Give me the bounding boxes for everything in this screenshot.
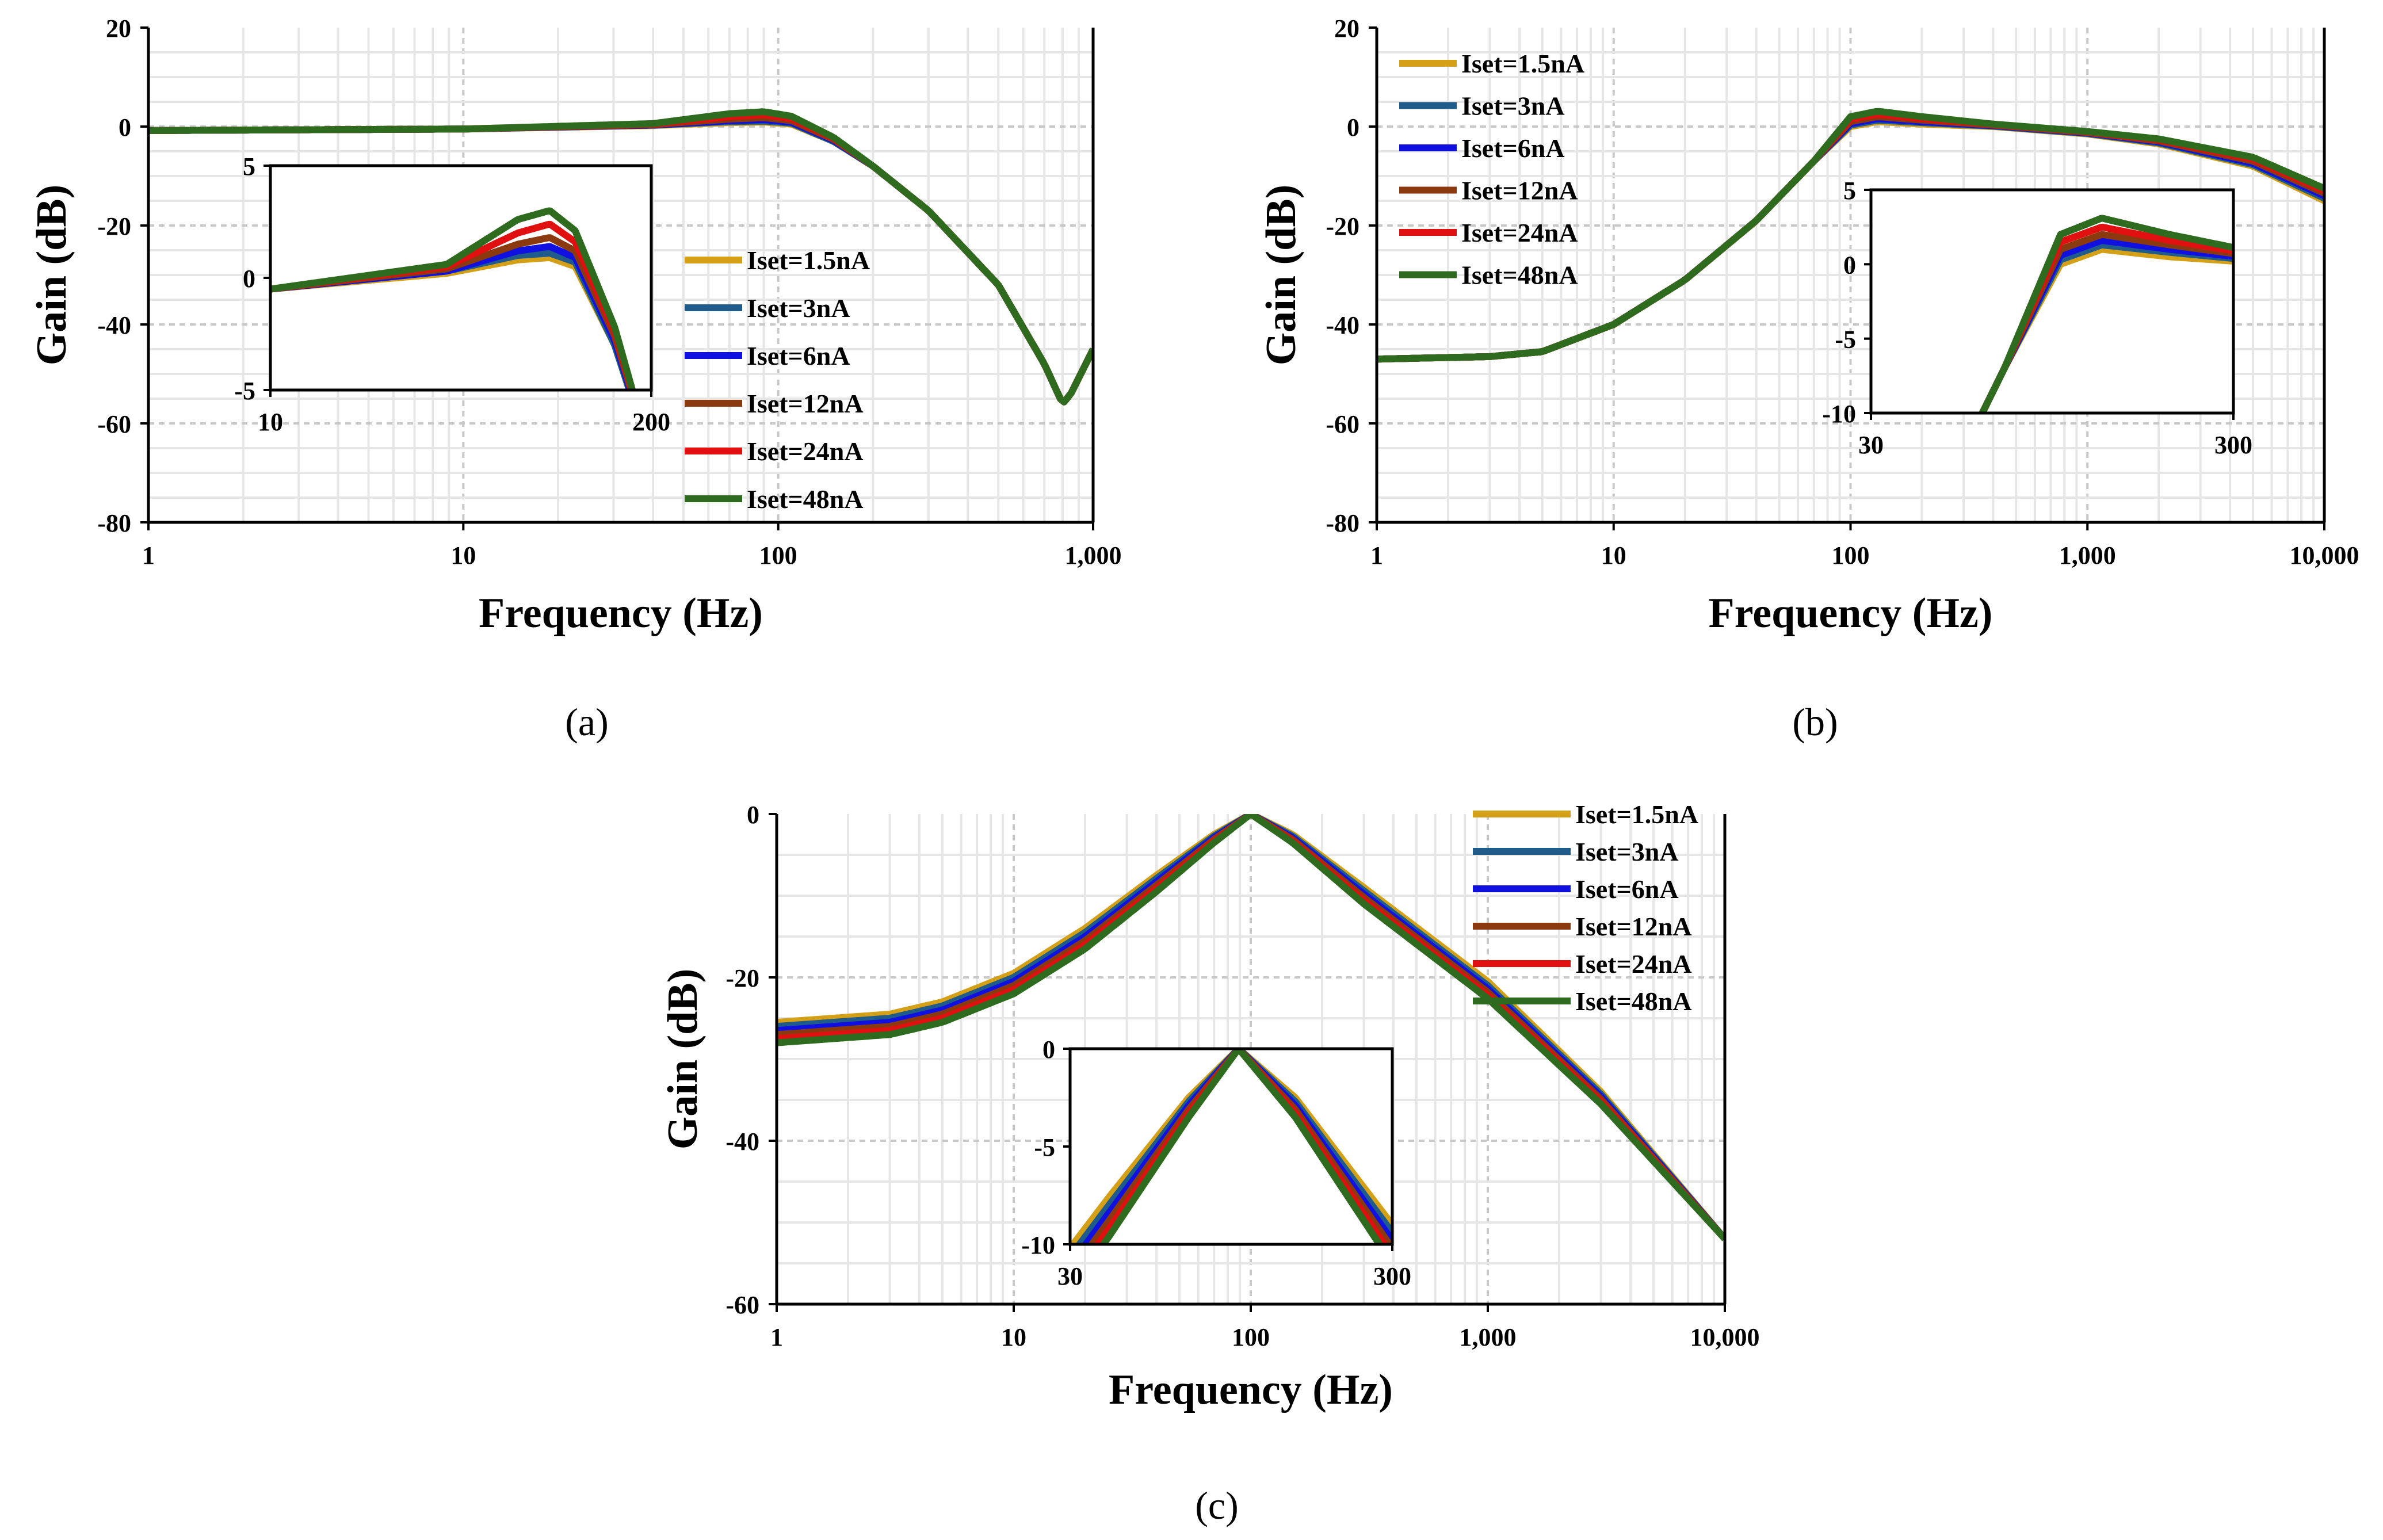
chart-a-x-axis-label: Frequency (Hz): [479, 590, 763, 637]
chart-a-inset-y-tick-label: 5: [243, 152, 255, 181]
chart-a-x-tick-label: 100: [759, 541, 797, 570]
chart-b-y-tick-label: 20: [1334, 14, 1359, 43]
chart-a-legend-label-6: Iset=48nA: [747, 484, 864, 514]
chart-c-inset-x-tick-label: 300: [1373, 1262, 1411, 1290]
chart-c-y-axis-label: Gain (dB): [659, 969, 707, 1150]
chart-c: 1 10 100 1,000 10,000 0 -20 -40 -60 Frequency (Hz…: [659, 800, 1760, 1413]
chart-c-y-tick-label: -40: [725, 1128, 759, 1156]
chart-c-y-tick-label: 0: [747, 801, 759, 829]
chart-c-x-tick-label: 1,000: [1460, 1323, 1517, 1351]
chart-b-inset-y-tick-label: -10: [1822, 400, 1856, 428]
chart-b-series-line-6: [1377, 108, 2324, 363]
chart-a-legend-label-5: Iset=24nA: [747, 437, 864, 466]
chart-c-legend-label-3: Iset=6nA: [1575, 874, 1679, 904]
chart-b-x-tick-label: 100: [1832, 541, 1870, 570]
chart-c-inset-series-line-6: [1099, 1049, 1384, 1244]
chart-c-y-tick-label: -20: [725, 964, 759, 992]
chart-c-x-tick-label: 1: [770, 1323, 783, 1351]
chart-b-inset-x-tick-label: 30: [1858, 431, 1884, 459]
chart-c-y-tick-label: -60: [725, 1291, 759, 1319]
chart-b-y-axis-label: Gain (dB): [1258, 185, 1305, 366]
chart-c-inset-x-tick-label: 30: [1057, 1262, 1083, 1290]
chart-a-series-line-6: [148, 108, 1093, 406]
chart-b-y-tick-label: -80: [1326, 509, 1359, 537]
chart-c-x-axis-label: Frequency (Hz): [1109, 1366, 1393, 1413]
chart-b-legend-label-1: Iset=1.5nA: [1461, 49, 1584, 78]
chart-c-legend-label-2: Iset=3nA: [1575, 837, 1679, 866]
panel-label-c: (c): [1195, 1484, 1238, 1527]
chart-c-legend-label-1: Iset=1.5nA: [1575, 800, 1698, 829]
chart-c-legend-label-5: Iset=24nA: [1575, 949, 1692, 979]
chart-a-x-tick-label: 1: [142, 541, 155, 570]
chart-b-x-tick-label: 10,000: [2290, 541, 2359, 570]
chart-a-y-tick-label: 0: [119, 113, 131, 142]
chart-b-y-tick-label: -20: [1326, 212, 1359, 240]
chart-a-legend-label-3: Iset=6nA: [747, 341, 850, 370]
chart-c-legend-label-6: Iset=48nA: [1575, 987, 1692, 1016]
chart-a-x-tick-label: 10: [450, 541, 476, 570]
chart-c-inset: 30 300 0 -5 -10: [1021, 1035, 1411, 1290]
chart-a-x-tick-label: 1,000: [1065, 541, 1122, 570]
chart-b-inset-x-tick-label: 300: [2214, 431, 2252, 459]
chart-b-y-tick-label: -40: [1326, 311, 1359, 339]
chart-a-legend: Iset=1.5nA Iset=3nA Iset=6nA Iset=12nA Iset=…: [685, 246, 870, 514]
chart-b-legend: Iset=1.5nA Iset=3nA Iset=6nA Iset=12nA Iset=…: [1399, 49, 1584, 290]
chart-c-series-line-6: [777, 814, 1725, 1241]
chart-a-y-tick-label: -80: [97, 509, 131, 537]
chart-b-x-tick-label: 10: [1601, 541, 1626, 570]
chart-a-legend-label-2: Iset=3nA: [747, 293, 850, 323]
chart-b-legend-label-6: Iset=48nA: [1461, 261, 1578, 290]
chart-c-inset-y-tick-label: 0: [1042, 1035, 1055, 1064]
chart-b-inset: 30 300 5 0 -5 -10: [1822, 177, 2252, 459]
chart-b-y-tick-label: -60: [1326, 410, 1359, 438]
chart-b-x-tick-label: 1: [1370, 541, 1383, 570]
chart-c-x-tick-label: 10: [1001, 1323, 1026, 1351]
chart-a-inset-y-tick-label: 0: [243, 265, 255, 293]
chart-b-x-tick-label: 1,000: [2059, 541, 2116, 570]
chart-b-y-tick-label: 0: [1347, 113, 1359, 142]
chart-a-inset-series-line-6: [270, 207, 636, 390]
chart-a-legend-label-4: Iset=12nA: [747, 389, 864, 418]
chart-c-inset-y-tick-label: -5: [1034, 1133, 1055, 1161]
chart-b-inset-series-line-6: [1978, 215, 2233, 413]
chart-c-x-tick-label: 100: [1232, 1323, 1270, 1351]
chart-b-inset-y-tick-label: 5: [1843, 177, 1856, 205]
chart-c-legend-label-4: Iset=12nA: [1575, 912, 1692, 941]
chart-a-inset-x-tick-label: 200: [632, 408, 670, 436]
chart-b-inset-y-tick-label: -5: [1835, 326, 1856, 354]
chart-a-inset-y-tick-label: -5: [234, 377, 255, 405]
chart-b-legend-label-4: Iset=12nA: [1461, 176, 1578, 205]
chart-a-legend-label-1: Iset=1.5nA: [747, 246, 870, 275]
chart-a-inset: 10 200 5 0 -5: [234, 152, 670, 436]
chart-a-y-axis-label: Gain (dB): [28, 185, 75, 366]
chart-a-y-tick-label: -20: [97, 212, 131, 240]
chart-c-inset-y-tick-label: -10: [1021, 1231, 1055, 1259]
chart-a-inset-x-tick-label: 10: [258, 408, 283, 436]
chart-b-legend-label-3: Iset=6nA: [1461, 133, 1565, 163]
panel-label-a: (a): [565, 700, 608, 744]
chart-b-x-axis-label: Frequency (Hz): [1709, 590, 1993, 637]
chart-b-inset-y-tick-label: 0: [1843, 251, 1856, 279]
panel-label-b: (b): [1792, 700, 1838, 744]
chart-b: 1 10 100 1,000 10,000 20 0 -20 -40 -60 -80 Frequenc…: [1258, 14, 2359, 637]
chart-c-x-tick-label: 10,000: [1690, 1323, 1760, 1351]
chart-c-legend: Iset=1.5nA Iset=3nA Iset=6nA Iset=12nA Iset=…: [1473, 800, 1698, 1016]
chart-b-legend-label-5: Iset=24nA: [1461, 218, 1578, 247]
chart-a-y-tick-label: -40: [97, 311, 131, 339]
chart-b-legend-label-2: Iset=3nA: [1461, 91, 1565, 121]
chart-a-y-tick-label: -60: [97, 410, 131, 438]
chart-a-y-tick-label: 20: [106, 14, 131, 43]
chart-b-inset-area: [1871, 190, 2233, 413]
chart-b-inset-frame: [1869, 188, 2235, 415]
